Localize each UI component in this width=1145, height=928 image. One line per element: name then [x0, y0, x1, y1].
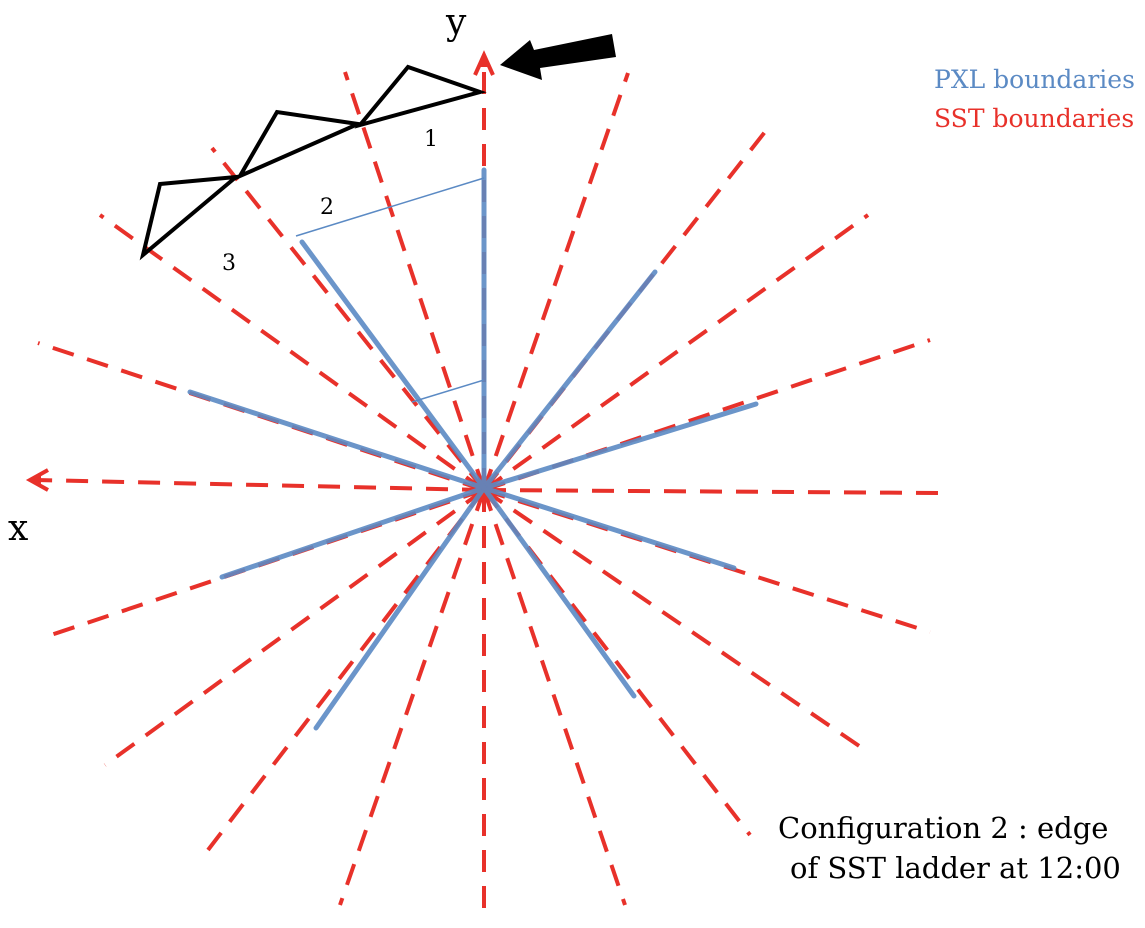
y-axis-arrowhead	[473, 50, 495, 76]
indicator-arrow	[500, 34, 616, 80]
legend-sst: SST boundaries	[934, 104, 1134, 133]
caption-line-2: of SST ladder at 12:00	[790, 851, 1121, 885]
pxl-boundary-line	[299, 239, 487, 491]
pxl-sector-outer-edge	[295, 177, 485, 237]
x-axis-arrowhead	[25, 468, 49, 492]
sst-boundary-line	[482, 72, 630, 491]
sst-boundary-line	[343, 71, 486, 491]
pxl-boundary-line	[187, 389, 487, 491]
pxl-boundary-line	[481, 485, 637, 699]
sst-boundary-line	[338, 489, 486, 906]
legend-pxl: PXL boundaries	[934, 65, 1135, 94]
sst-ladder-2	[235, 109, 366, 181]
pxl-sector-inner-edge	[411, 379, 485, 403]
sst-ladders	[139, 64, 487, 261]
sst-boundary-line	[210, 146, 486, 492]
ladder-label-1: 1	[424, 127, 438, 152]
ladder-label-2: 2	[320, 195, 334, 220]
sst-boundary-line	[482, 489, 627, 906]
x-axis	[31, 475, 485, 492]
sst-ladder-1	[354, 64, 487, 129]
pxl-boundary-line	[313, 485, 487, 731]
caption-line-1: Configuration 2 : edge	[778, 811, 1108, 845]
pxl-boundary-line	[219, 485, 487, 580]
pxl-sector-outline	[295, 177, 485, 403]
sst-ladder-3	[139, 174, 243, 261]
sst-boundary-line	[98, 213, 486, 492]
x-axis-label: x	[8, 508, 28, 549]
y-axis-label: y	[445, 2, 467, 43]
pxl-boundary-line	[481, 269, 658, 491]
sst-boundary-line	[482, 213, 870, 492]
sst-boundary-line	[103, 488, 486, 767]
sst-boundary-line	[482, 488, 870, 754]
pxl-boundaries	[187, 167, 759, 731]
sst-boundary-line	[483, 488, 941, 495]
ladder-label-3: 3	[222, 251, 236, 276]
pxl-boundary-line	[481, 485, 737, 571]
pxl-boundary-line	[481, 401, 759, 491]
axes	[31, 57, 489, 492]
